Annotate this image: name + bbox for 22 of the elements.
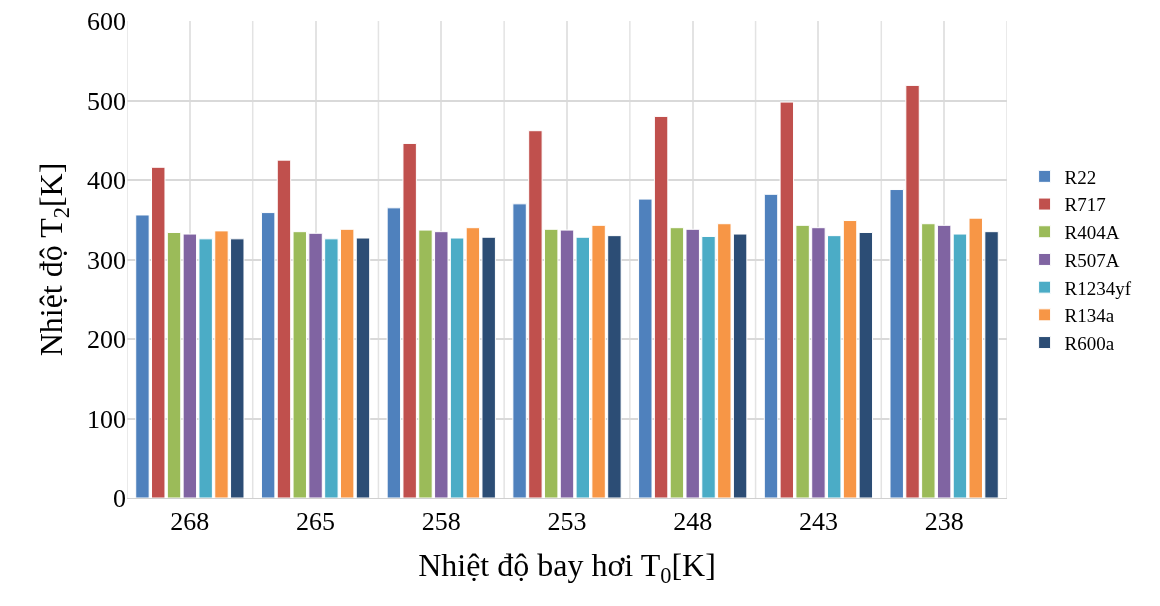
legend-label: R22 <box>1064 166 1097 188</box>
legend-label: R404A <box>1064 222 1120 244</box>
y-tick-label: 500 <box>87 86 126 116</box>
legend-label: R507A <box>1064 249 1120 271</box>
x-tick-label: 268 <box>170 507 210 537</box>
y-tick-label: 600 <box>87 7 126 37</box>
legend-label: R1234yf <box>1064 277 1132 299</box>
y-tick-label: 300 <box>87 245 126 275</box>
x-tick-label: 258 <box>421 507 461 537</box>
legend-label: R600a <box>1064 332 1115 354</box>
x-axis-title: Nhiệt độ bay hơi T$_{0}$[K] <box>418 547 716 588</box>
legend-label: R134a <box>1064 305 1115 327</box>
x-tick-label: 248 <box>673 507 713 537</box>
x-tick-label: 243 <box>798 507 838 537</box>
x-tick-label: 238 <box>924 507 964 537</box>
x-tick-label: 265 <box>296 507 336 537</box>
y-tick-label: 200 <box>87 325 126 355</box>
y-tick-label: 100 <box>87 404 126 434</box>
y-tick-label: 0 <box>113 484 126 514</box>
y-tick-label: 400 <box>87 166 126 196</box>
legend-label: R717 <box>1064 194 1106 216</box>
x-tick-label: 253 <box>547 507 587 537</box>
